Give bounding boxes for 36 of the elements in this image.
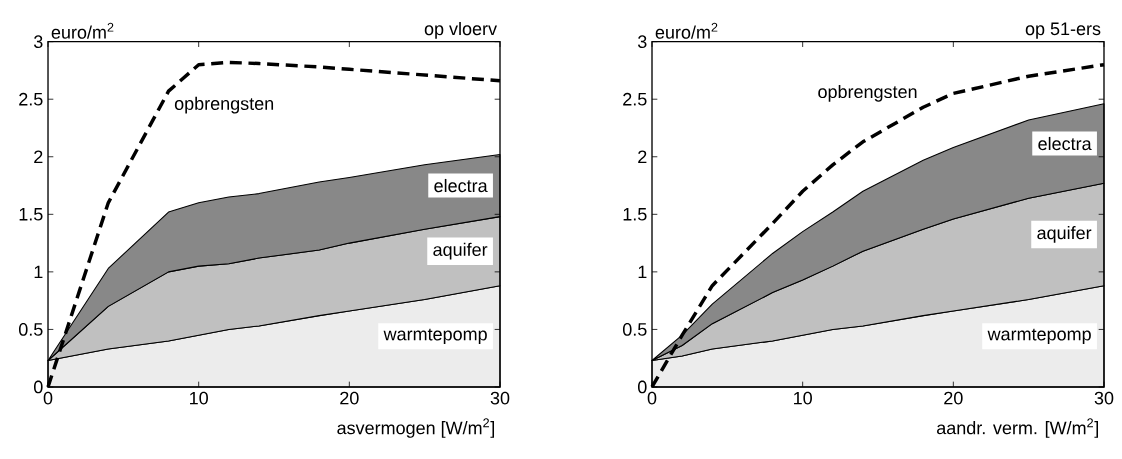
y-tick-label: 1.5 <box>623 208 647 221</box>
y-tick-label: 1 <box>638 265 647 279</box>
y-axis-title: euro/m$^{2}$ <box>51 22 114 39</box>
y-tick-label: 2 <box>34 150 43 164</box>
y-tick-label: 1 <box>34 265 43 279</box>
y-tick-label: 0.5 <box>18 323 43 336</box>
legend-label: aquifer <box>1037 226 1092 243</box>
y-tick-label: 3 <box>33 35 43 49</box>
series-label: electra <box>434 178 488 193</box>
series-label: opbrengsten <box>174 96 274 114</box>
y-tick-label: 1.5 <box>19 208 43 221</box>
x-tick-label: 0 <box>43 391 53 405</box>
x-tick-label: 30 <box>490 391 510 405</box>
y-tick-label: 3 <box>637 35 647 49</box>
y-tick-label: 0.5 <box>622 323 647 336</box>
series-label: opbrengsten <box>818 84 917 102</box>
x-axis-title: asvermogen [W/m$^{2}$] <box>337 418 495 438</box>
y-tick-label: 2.5 <box>623 92 647 106</box>
y-tick-label: 2 <box>638 150 647 164</box>
x-tick-label: 30 <box>1094 391 1114 405</box>
series-label: aquifer <box>433 242 488 260</box>
legend-label: warmtepomp <box>987 328 1091 345</box>
y-tick-label: 0 <box>34 380 43 394</box>
x-axis-title: aandr. verm. [W/m$^{2}$] <box>937 418 1098 438</box>
x-tick-label: 0 <box>647 391 657 405</box>
y-axis-title: euro/m$^{2}$ <box>655 22 718 39</box>
legend-label: warmtepomp <box>383 328 487 345</box>
series-label: electra <box>1038 136 1092 151</box>
x-tick-label: 10 <box>190 391 208 405</box>
chart-title: op 51-ers <box>1025 22 1101 39</box>
x-tick-label: 20 <box>340 391 359 405</box>
x-tick-label: 10 <box>794 391 812 405</box>
x-tick-label: 20 <box>944 391 963 405</box>
y-tick-label: 2.5 <box>19 92 43 106</box>
y-tick-label: 0 <box>637 380 647 394</box>
chart-title: op vloerv <box>424 21 497 39</box>
